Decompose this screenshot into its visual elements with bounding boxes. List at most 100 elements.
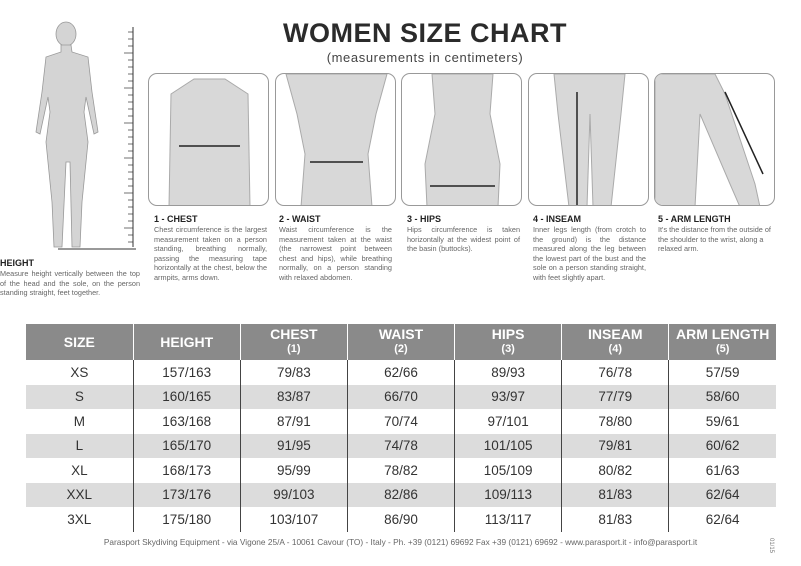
table-cell: S bbox=[26, 384, 134, 409]
table-cell: 113/117 bbox=[454, 507, 562, 532]
table-cell: 78/80 bbox=[561, 409, 669, 434]
chest-description: 1 - CHEST Chest circumference is the larg… bbox=[154, 214, 267, 283]
column-header: HIPS (3) bbox=[454, 324, 562, 360]
page-subtitle: (measurements in centimeters) bbox=[326, 50, 524, 65]
table-cell: 95/99 bbox=[239, 458, 348, 483]
table-cell: 62/66 bbox=[346, 360, 455, 385]
column-header: SIZE bbox=[26, 324, 134, 360]
table-cell: 93/97 bbox=[454, 384, 562, 409]
table-row: L 165/170 91/95 74/78 101/105 79/81 60/62 bbox=[26, 433, 776, 458]
arm-length-illustration-panel bbox=[654, 73, 775, 206]
table-cell: L bbox=[26, 433, 134, 458]
table-cell: 61/63 bbox=[668, 458, 776, 483]
arm-length-description: 5 - ARM LENGTH It's the distance from the… bbox=[658, 214, 778, 254]
page-title: WOMEN SIZE CHART bbox=[283, 18, 567, 48]
table-cell: 109/113 bbox=[454, 482, 562, 507]
table-cell: 160/165 bbox=[132, 384, 241, 409]
hips-illustration-panel bbox=[401, 73, 522, 206]
column-label: INSEAM bbox=[588, 326, 643, 342]
table-cell: 91/95 bbox=[239, 433, 348, 458]
column-header: ARM LENGTH (5) bbox=[668, 324, 776, 360]
column-label: SIZE bbox=[63, 333, 95, 350]
inseam-measure-illustration bbox=[553, 74, 626, 205]
inseam-title: 4 - INSEAM bbox=[533, 214, 582, 224]
hips-title: 3 - HIPS bbox=[407, 214, 442, 224]
waist-title: 2 - WAIST bbox=[279, 214, 321, 224]
table-row: S 160/165 83/87 66/70 93/97 77/79 58/60 bbox=[26, 384, 776, 409]
table-cell: 163/168 bbox=[132, 409, 241, 434]
hips-description: 3 - HIPS Hips circumference is taken hori… bbox=[407, 214, 520, 254]
height-title: HEIGHT bbox=[0, 258, 35, 268]
table-cell: XS bbox=[70, 364, 89, 380]
table-row: 3XL 175/180 103/107 86/90 113/117 81/83 62/64 bbox=[26, 507, 776, 532]
table-cell: XXL bbox=[26, 482, 134, 507]
table-cell: 58/60 bbox=[668, 384, 776, 409]
table-cell: 62/64 bbox=[668, 482, 776, 507]
table-header-row: SIZE HEIGHT CHEST (1) WAIST (2) HIPS (3) INSEAM(… bbox=[26, 324, 776, 360]
full-body-figure-illustration bbox=[35, 21, 136, 250]
column-label: HEIGHT bbox=[160, 333, 214, 350]
hips-measure-illustration bbox=[424, 74, 501, 205]
table-cell: 87/91 bbox=[239, 409, 348, 434]
table-cell: 81/83 bbox=[561, 507, 669, 532]
table-cell: 62/64 bbox=[668, 507, 776, 532]
column-header: CHEST (1) bbox=[239, 324, 348, 360]
table-row: XS 157/163 79/83 62/66 89/93 76/78 57/59 bbox=[26, 360, 776, 385]
height-description: HEIGHT Measure height vertically between … bbox=[0, 258, 140, 298]
column-note: (1) bbox=[287, 343, 301, 355]
table-cell: 168/173 bbox=[132, 458, 241, 483]
table-cell: 59/61 bbox=[668, 409, 776, 434]
table-cell: 79/83 bbox=[239, 360, 348, 385]
table-cell: 86/90 bbox=[346, 507, 455, 532]
table-cell: 60/62 bbox=[668, 433, 776, 458]
column-note: (3) bbox=[501, 343, 515, 355]
table-cell: 89/93 bbox=[454, 360, 562, 385]
column-header: WAIST (2) bbox=[346, 324, 455, 360]
table-cell: 66/70 bbox=[346, 384, 455, 409]
table-cell: 70/74 bbox=[346, 409, 455, 434]
chest-text: Chest circumference is the largest measu… bbox=[154, 225, 267, 282]
waist-measure-illustration bbox=[285, 74, 388, 205]
table-cell: 74/78 bbox=[346, 433, 455, 458]
table-cell: 173/176 bbox=[132, 482, 241, 507]
column-header: HEIGHT bbox=[132, 324, 241, 360]
column-note: (2) bbox=[394, 343, 408, 355]
column-label: HIPS bbox=[491, 326, 525, 342]
table-cell: XL bbox=[71, 462, 88, 478]
table-row: XL 168/173 95/99 78/82 105/109 80/82 61/63 bbox=[26, 458, 776, 483]
size-table: SIZE HEIGHT CHEST (1) WAIST (2) HIPS (3) INSEAM(… bbox=[26, 324, 776, 532]
table-cell: 83/87 bbox=[239, 384, 348, 409]
table-cell: 157/163 bbox=[132, 360, 241, 385]
arm-length-text: It's the distance from the outside of th… bbox=[658, 225, 771, 254]
height-text: Measure height vertically between the to… bbox=[0, 269, 140, 298]
table-cell: 3XL bbox=[67, 511, 92, 527]
waist-text: Waist circumference is the measurement t… bbox=[279, 225, 392, 282]
table-cell: 80/82 bbox=[561, 458, 669, 483]
document-code: 01/15 bbox=[768, 538, 774, 554]
inseam-illustration-panel bbox=[528, 73, 649, 206]
chest-title: 1 - CHEST bbox=[154, 214, 198, 224]
table-cell: 81/83 bbox=[561, 482, 669, 507]
chest-illustration-panel bbox=[148, 73, 269, 206]
table-cell: 105/109 bbox=[454, 458, 562, 483]
table-cell: 57/59 bbox=[668, 360, 776, 385]
table-cell: 82/86 bbox=[346, 482, 455, 507]
inseam-description: 4 - INSEAM Inner legs length (from crotch… bbox=[533, 214, 646, 283]
arm-length-title: 5 - ARM LENGTH bbox=[658, 214, 731, 224]
column-label: WAIST bbox=[378, 326, 424, 342]
table-cell: M bbox=[73, 413, 85, 429]
waist-illustration-panel bbox=[275, 73, 396, 206]
table-cell: 101/105 bbox=[454, 433, 562, 458]
waist-description: 2 - WAIST Waist circumference is the meas… bbox=[279, 214, 392, 283]
arm-length-measure-illustration bbox=[655, 74, 764, 205]
column-label: CHEST bbox=[270, 326, 318, 342]
column-note: (4) bbox=[608, 343, 622, 355]
column-note: (5) bbox=[715, 343, 730, 355]
table-row: XXL 173/176 99/103 82/86 109/113 81/83 62/64 bbox=[26, 482, 776, 507]
table-cell: 103/107 bbox=[239, 507, 348, 532]
table-cell: 79/81 bbox=[561, 433, 669, 458]
inseam-text: Inner legs length (from crotch to the gr… bbox=[533, 225, 646, 282]
table-cell: 97/101 bbox=[454, 409, 562, 434]
table-cell: 165/170 bbox=[132, 433, 241, 458]
chest-measure-illustration bbox=[168, 78, 251, 205]
